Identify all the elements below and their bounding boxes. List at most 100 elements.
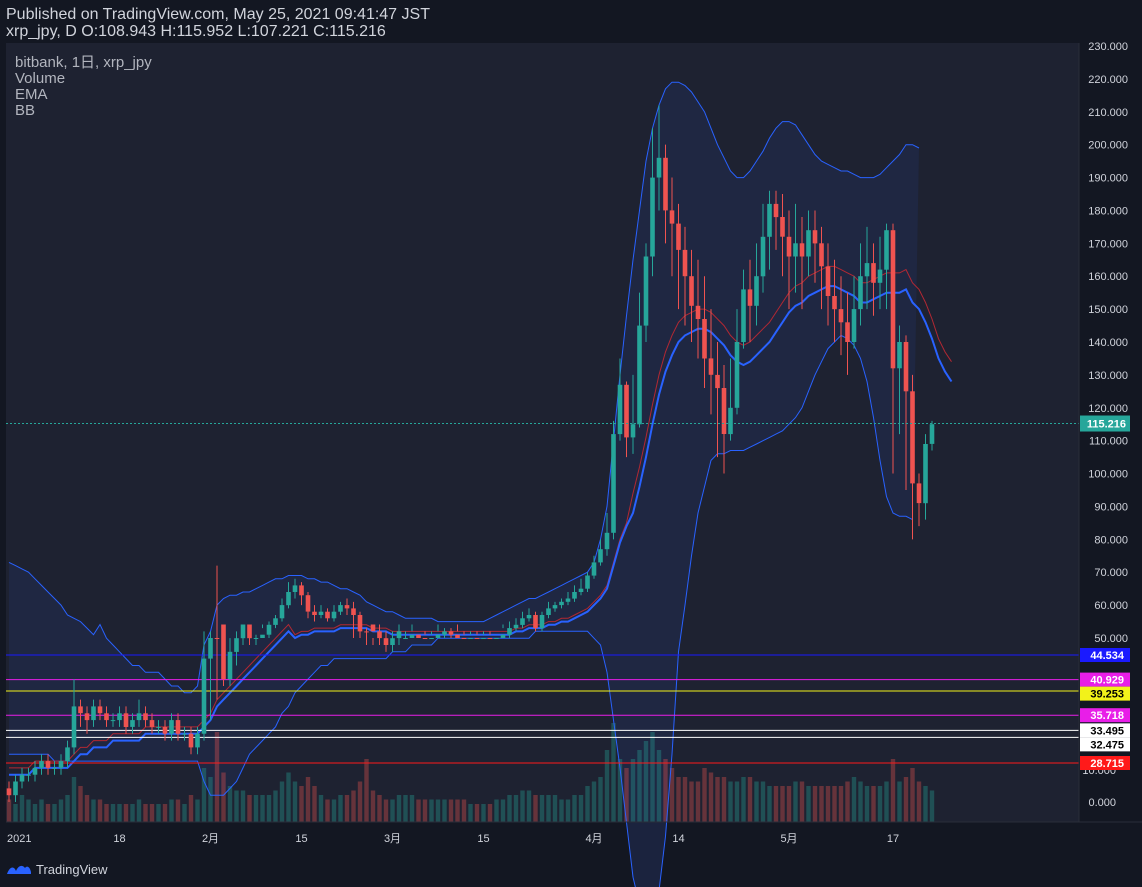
candle-body (669, 210, 675, 224)
candle-body (468, 638, 473, 639)
candle-body (117, 713, 122, 721)
candle (877, 236, 883, 310)
candle-body (169, 720, 174, 734)
candle (429, 631, 434, 639)
level-price-badge (1080, 648, 1130, 662)
x-tick-label: 4月 (585, 833, 602, 845)
volume-bar (871, 786, 876, 822)
candle (500, 624, 506, 638)
candle-body (676, 223, 681, 250)
volume-bar (513, 795, 519, 822)
candle-body (812, 230, 818, 244)
candle-body (741, 289, 746, 342)
published-info: Published on TradingView.com, May 25, 20… (6, 6, 430, 23)
level-price-label: 28.715 (1080, 756, 1130, 770)
x-tick-label: 5月 (780, 833, 797, 845)
ohlc-info: xrp_jpy, D O:108.943 H:115.952 L:107.221… (6, 23, 386, 40)
candle-body (793, 243, 798, 257)
candle (305, 591, 311, 619)
candle-body (559, 601, 564, 606)
candle-body (650, 177, 655, 257)
candle-body (617, 384, 623, 435)
candle-body (273, 618, 278, 625)
candle (689, 249, 694, 342)
y-tick-label: 150.000 (1088, 304, 1128, 316)
candle (364, 628, 369, 645)
legend-volume[interactable]: Volume (15, 70, 66, 87)
volume-bar (429, 799, 434, 822)
volume-bar (214, 732, 220, 822)
candle-body (494, 638, 499, 639)
candle (312, 605, 317, 622)
volume-bar (858, 781, 863, 822)
candle (754, 243, 759, 326)
volume-bar (890, 759, 896, 822)
candle-body (565, 598, 571, 602)
volume-bar (507, 795, 512, 822)
candle-body (455, 634, 460, 638)
level-price-label: 35.718 (1080, 708, 1130, 723)
candle (903, 335, 909, 490)
candle-body (78, 706, 83, 714)
level-price-text: 35.718 (1090, 710, 1124, 722)
volume-bar (403, 795, 408, 822)
candle-body (721, 388, 727, 434)
volume-bar (721, 777, 727, 822)
candle-body (325, 611, 330, 619)
candle (403, 631, 408, 639)
volume-bar (13, 804, 18, 822)
x-tick-label: 2月 (202, 833, 219, 845)
volume-bar (156, 804, 161, 822)
candle (598, 539, 603, 566)
legend-bb[interactable]: BB (15, 102, 36, 119)
candle-body (45, 761, 51, 768)
candle (533, 611, 538, 632)
volume-bar (318, 795, 324, 822)
volume-bar (598, 777, 603, 822)
volume-bar (877, 786, 883, 822)
candle-body (234, 638, 239, 652)
volume-bar (91, 799, 96, 822)
legend-symbol[interactable]: bitbank, 1日, xrp_jpy (15, 54, 152, 71)
level-price-text: 33.495 (1090, 725, 1124, 737)
volume-bar (728, 781, 733, 822)
candle (240, 624, 246, 645)
candle (97, 699, 103, 721)
candle-body (695, 305, 701, 319)
candle (136, 699, 142, 727)
candle (617, 358, 623, 441)
volume-bar (565, 799, 571, 822)
legend-ema[interactable]: EMA (15, 86, 48, 103)
candle-body (227, 651, 233, 680)
candle-body (195, 733, 200, 748)
level-price-label: 33.495 (1080, 723, 1130, 738)
volume-bar (494, 799, 499, 822)
y-tick-label: 190.000 (1088, 173, 1128, 185)
candle-body (32, 767, 38, 775)
tradingview-brand[interactable]: TradingView (6, 860, 108, 878)
candle (104, 706, 109, 727)
candle-body (884, 230, 889, 270)
candle (832, 259, 837, 342)
candle (253, 634, 259, 645)
candle (110, 713, 116, 727)
candle (728, 358, 733, 441)
candle (708, 309, 714, 415)
y-tick-label: 110.000 (1089, 436, 1128, 448)
y-tick-label: 180.000 (1088, 205, 1128, 217)
candle-body (474, 638, 480, 639)
volume-bar (760, 781, 766, 822)
volume-bar (6, 799, 12, 822)
candle-body (643, 256, 649, 326)
volume-bar (253, 795, 259, 822)
candle (702, 276, 707, 389)
y-tick-label: 140.000 (1088, 337, 1128, 349)
candle (448, 628, 454, 638)
candle (799, 217, 805, 310)
candle (442, 628, 447, 638)
candle-body (663, 157, 668, 211)
volume-bar (364, 759, 369, 822)
candle (663, 144, 668, 244)
tradingview-logo-icon (7, 865, 31, 874)
